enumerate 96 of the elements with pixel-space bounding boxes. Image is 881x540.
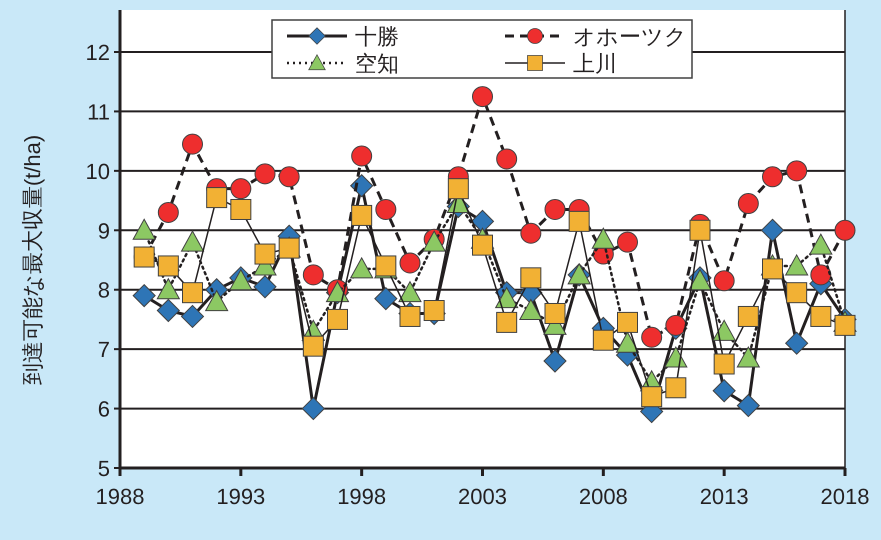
point <box>762 166 783 188</box>
point <box>544 350 566 373</box>
point <box>205 290 228 312</box>
point <box>714 270 735 292</box>
x-tick-label: 2018 <box>820 484 870 509</box>
point <box>834 220 856 241</box>
point <box>472 234 493 256</box>
point <box>230 198 252 220</box>
point <box>302 397 325 420</box>
point <box>738 193 759 214</box>
point <box>181 304 204 328</box>
point <box>786 282 808 304</box>
y-tick-label: 11 <box>87 99 110 124</box>
x-tick-label: 1998 <box>337 484 386 509</box>
point <box>520 222 542 244</box>
point <box>641 386 662 408</box>
point <box>254 275 276 298</box>
point <box>398 281 422 302</box>
point <box>278 166 300 188</box>
point <box>351 146 372 166</box>
point <box>472 86 493 108</box>
point <box>641 326 662 348</box>
point <box>351 204 372 226</box>
point <box>327 308 348 330</box>
point <box>544 302 566 324</box>
y-tick-label: 6 <box>98 396 110 422</box>
point <box>738 306 759 327</box>
point <box>254 244 276 265</box>
point <box>810 264 832 286</box>
x-tick-label: 2003 <box>458 484 507 509</box>
y-tick-label: 10 <box>86 158 110 184</box>
point <box>762 258 783 280</box>
point <box>785 332 808 355</box>
point <box>132 284 156 308</box>
y-tick-label: 5 <box>98 456 110 481</box>
y-tick-label: 12 <box>86 40 110 65</box>
point <box>496 312 518 333</box>
point <box>520 267 542 288</box>
point <box>182 282 203 304</box>
point <box>690 220 710 241</box>
legend-label: 上川 <box>573 51 617 76</box>
point <box>230 178 252 200</box>
x-tick-label: 1988 <box>96 484 144 509</box>
point <box>374 287 398 310</box>
point <box>568 210 590 232</box>
point <box>810 306 832 327</box>
point <box>158 202 179 223</box>
point <box>616 332 639 353</box>
point <box>736 394 760 418</box>
point <box>132 218 156 240</box>
point <box>544 198 566 220</box>
point <box>471 210 494 233</box>
point <box>714 354 735 374</box>
point <box>206 187 228 208</box>
point <box>712 320 736 341</box>
point <box>786 160 808 182</box>
point <box>350 257 374 278</box>
x-tick-label: 2013 <box>700 484 749 509</box>
point <box>496 148 518 170</box>
y-tick-label: 9 <box>98 218 110 244</box>
point <box>302 264 324 286</box>
legend-label: 空知 <box>355 51 399 76</box>
point <box>736 346 760 368</box>
point <box>617 232 638 253</box>
point <box>158 255 179 276</box>
point <box>834 314 856 336</box>
legend-label: オホーツク <box>573 24 687 49</box>
y-axis-title: 到達可能な最大収量(t/ha) <box>20 134 45 386</box>
point <box>375 198 396 220</box>
point <box>617 312 638 333</box>
point <box>761 218 784 242</box>
point <box>665 377 686 398</box>
point <box>156 299 180 322</box>
y-tick-label: 8 <box>98 278 110 303</box>
legend-label: 十勝 <box>355 24 399 49</box>
point <box>400 306 420 327</box>
point <box>448 178 469 200</box>
point <box>592 330 614 351</box>
point <box>592 228 615 249</box>
point <box>156 278 180 300</box>
point <box>785 254 808 276</box>
point <box>665 314 686 336</box>
point <box>495 287 518 308</box>
point <box>182 134 203 155</box>
y-tick-label: 7 <box>98 337 110 362</box>
point <box>181 230 204 252</box>
point <box>664 346 688 368</box>
x-tick-label: 1993 <box>216 484 266 509</box>
point <box>302 336 324 357</box>
point <box>400 252 420 274</box>
point <box>712 379 736 402</box>
point <box>809 234 832 255</box>
x-tick-label: 2008 <box>578 484 628 509</box>
point <box>519 299 542 320</box>
point <box>254 163 276 184</box>
point <box>424 300 445 322</box>
